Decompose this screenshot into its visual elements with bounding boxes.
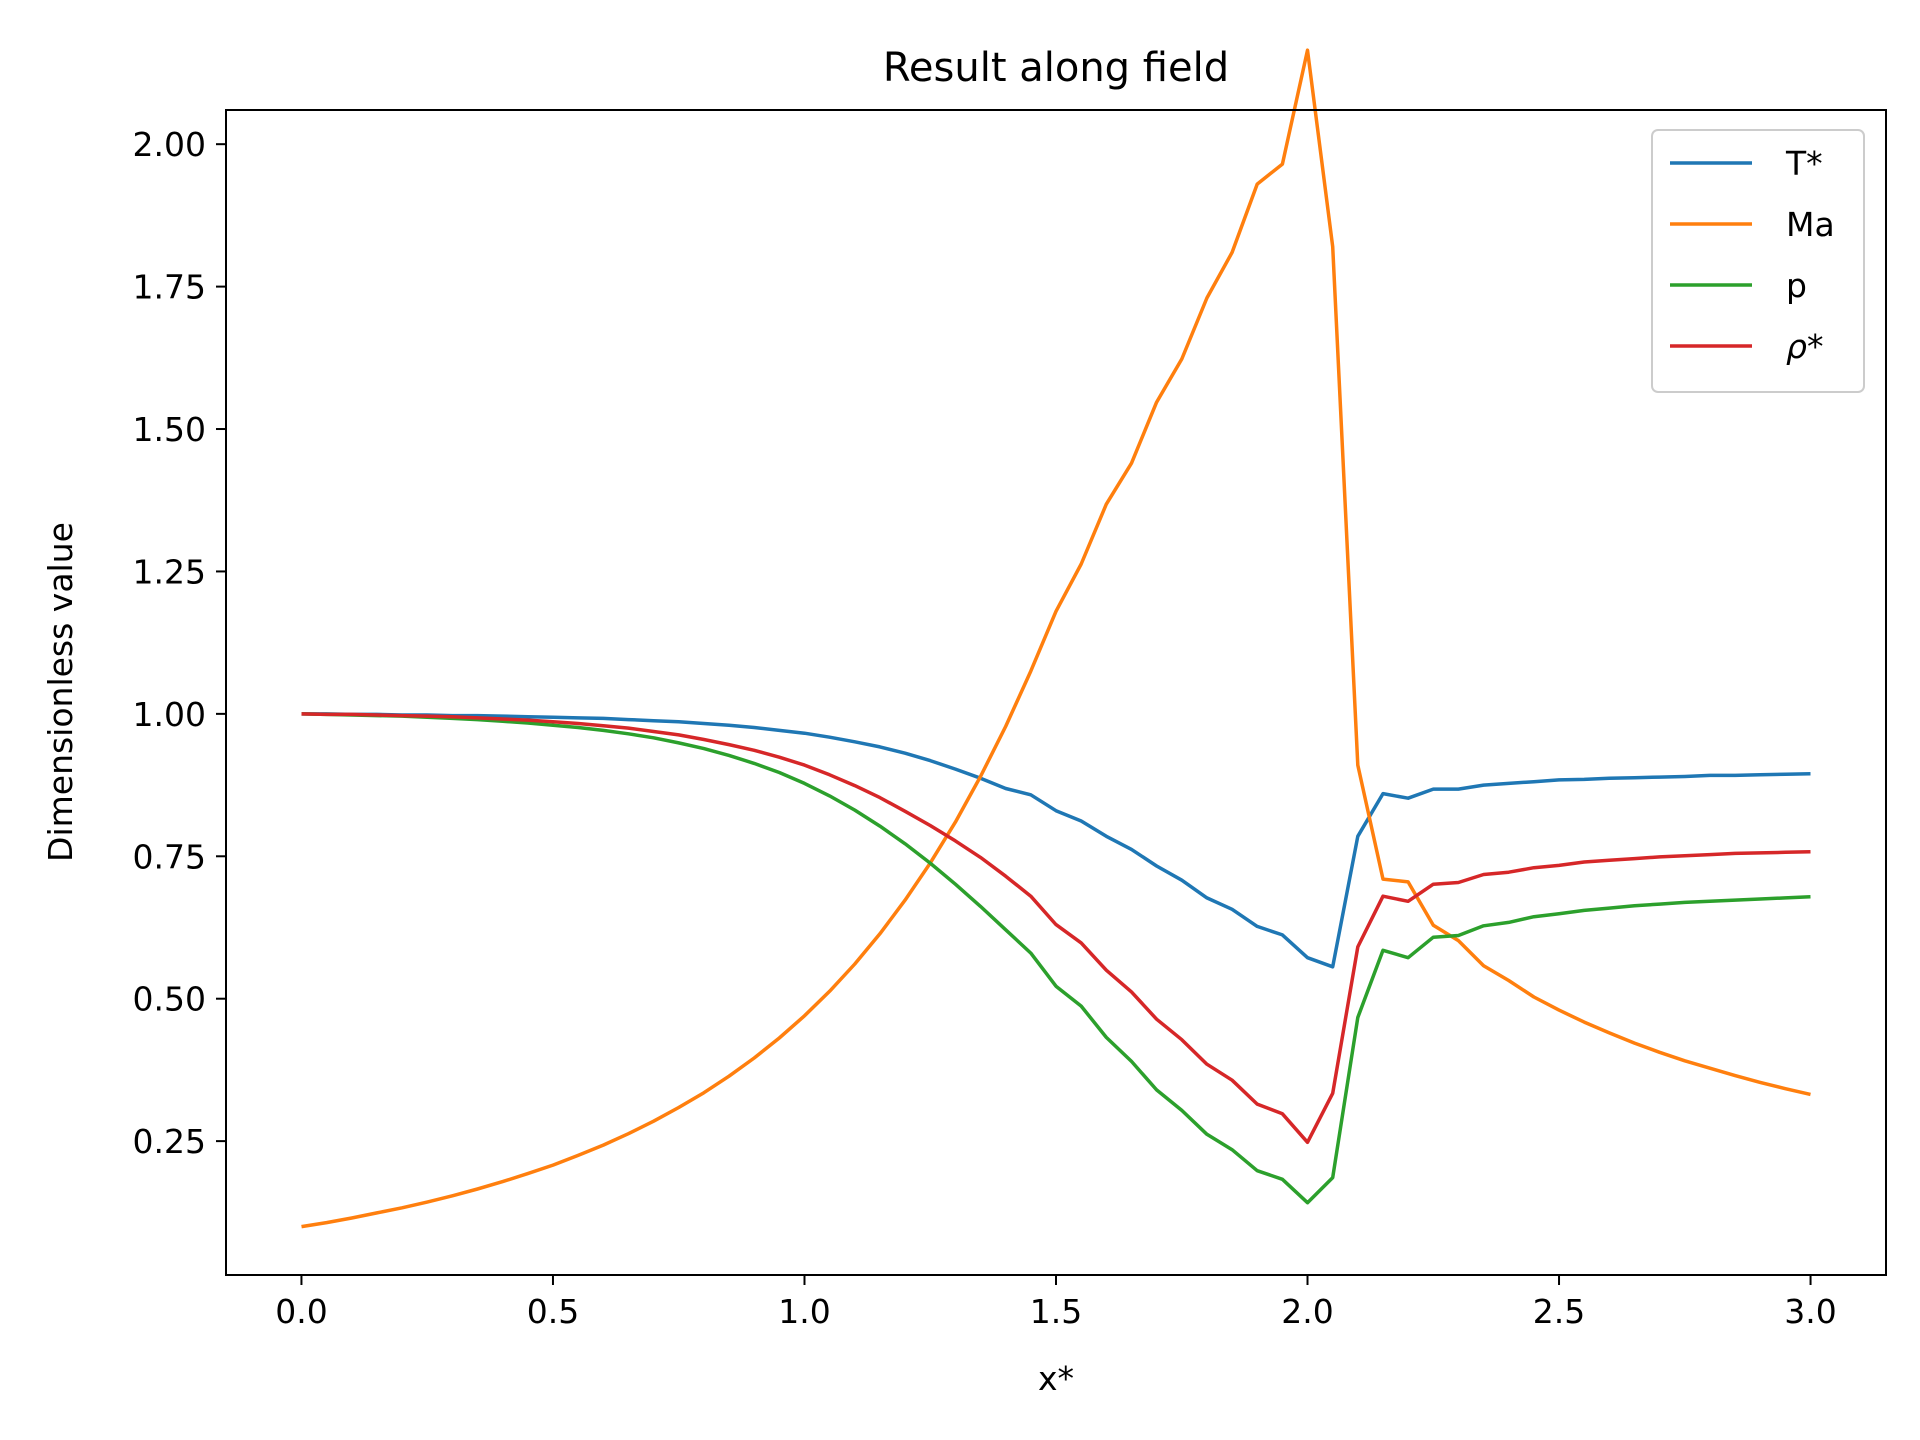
series-line-3 [301, 712, 1811, 1145]
legend-label: Ma [1786, 205, 1835, 244]
y-tick-label: 1.25 [133, 552, 206, 591]
legend-box [1651, 129, 1865, 393]
x-tick-label: 0.0 [275, 1292, 327, 1331]
x-tick-label: 2.5 [1533, 1292, 1585, 1331]
legend: T* Ma p ρ* [1651, 129, 1865, 393]
y-tick-label: 0.25 [133, 1122, 206, 1161]
y-tick-label: 1.75 [133, 268, 206, 307]
y-axis-label: Dimensionless value [41, 522, 80, 862]
y-axis: 0.25 0.50 0.75 1.00 1.25 1.50 1.75 2.00 [133, 125, 226, 1161]
x-tick-label: 0.5 [527, 1292, 579, 1331]
chart-title: Result along field [883, 45, 1229, 91]
x-tick-label: 2.0 [1281, 1292, 1333, 1331]
x-tick-label: 1.5 [1030, 1292, 1082, 1331]
x-tick-label: 3.0 [1784, 1292, 1836, 1331]
y-tick-label: 2.00 [133, 125, 206, 164]
series-line-1 [301, 48, 1811, 1229]
legend-label: p [1786, 266, 1807, 305]
y-tick-label: 1.50 [133, 410, 206, 449]
y-tick-label: 0.75 [133, 837, 206, 876]
y-tick-label: 1.00 [133, 695, 206, 734]
series-line-2 [301, 712, 1811, 1205]
x-axis: 0.0 0.5 1.0 1.5 2.0 2.5 3.0 [275, 1275, 1837, 1331]
y-tick-label: 0.50 [133, 980, 206, 1019]
x-axis-label: x* [1038, 1359, 1074, 1398]
series-line-0 [301, 712, 1811, 969]
legend-label: ρ* [1786, 327, 1823, 366]
series-layer [301, 48, 1811, 1229]
x-tick-label: 1.0 [778, 1292, 830, 1331]
plot-area [226, 110, 1886, 1275]
legend-label: T* [1785, 144, 1823, 183]
